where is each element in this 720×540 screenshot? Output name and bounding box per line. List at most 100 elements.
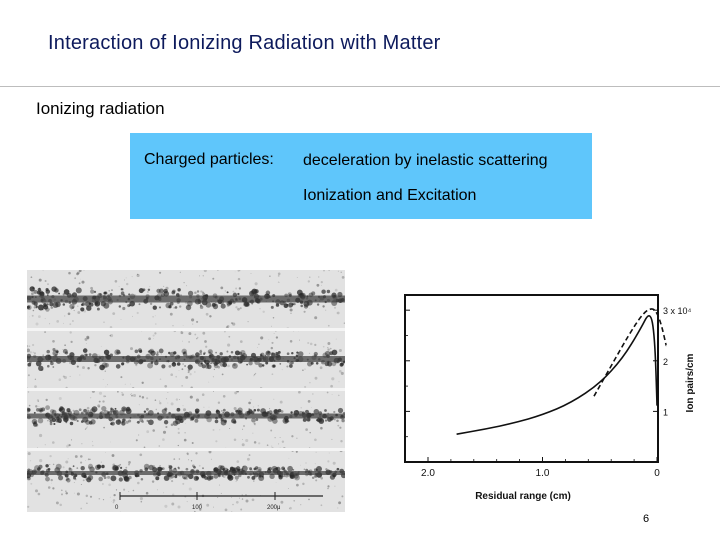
track-grain (255, 466, 259, 470)
speckle-dot (246, 457, 250, 461)
speckle-dot (178, 458, 181, 460)
track-grain (31, 292, 34, 296)
track-grain (176, 407, 181, 412)
track-grain (249, 467, 253, 471)
speckle-dot (232, 503, 234, 506)
speckle-dot (49, 323, 51, 325)
track-grain (112, 418, 115, 421)
track-grain (249, 290, 255, 297)
track-grain (307, 418, 311, 422)
track-grain (118, 477, 123, 482)
track-grain (49, 302, 54, 307)
track-grain (254, 289, 259, 294)
speckle-dot (109, 334, 111, 337)
track-grain (96, 464, 101, 469)
speckle-dot (258, 442, 261, 445)
speckle-dot (268, 339, 270, 341)
track-grain (288, 362, 292, 365)
speckle-dot (188, 459, 190, 461)
track-grain (82, 348, 88, 353)
track-grain (174, 467, 177, 470)
track-grain (146, 419, 149, 423)
speckle-dot (58, 396, 62, 401)
track-grain (315, 468, 318, 471)
track-grain (206, 364, 212, 370)
speckle-dot (232, 322, 236, 326)
track-grain (261, 475, 264, 478)
track-grain (331, 349, 338, 356)
speckle-dot (220, 286, 224, 290)
speckle-dot (74, 455, 78, 458)
track-grain (202, 467, 204, 470)
speckle-dot (309, 276, 311, 278)
speckle-dot (67, 312, 71, 316)
speckle-dot (293, 499, 296, 502)
speckle-dot (239, 307, 242, 310)
speckle-dot (204, 340, 207, 343)
speckle-dot (250, 273, 252, 274)
speckle-dot (78, 270, 82, 273)
speckle-dot (83, 309, 87, 313)
track-grain (89, 466, 95, 473)
track-grain (49, 422, 53, 426)
track-grain (165, 302, 171, 309)
speckle-dot (159, 402, 162, 405)
speckle-dot (277, 281, 280, 283)
track-grain (226, 350, 229, 353)
track-grain (215, 351, 217, 354)
track-grain (43, 304, 49, 310)
track-grain (99, 364, 105, 371)
speckle-dot (289, 308, 293, 312)
track-grain (313, 408, 320, 415)
speckle-dot (34, 385, 37, 388)
speckle-dot (322, 345, 325, 348)
track-grain (199, 352, 203, 356)
speckle-dot (163, 285, 165, 287)
speckle-dot (229, 427, 231, 430)
speckle-dot (68, 444, 71, 447)
track-grain (241, 465, 248, 472)
speckle-dot (248, 467, 250, 469)
track-grain (27, 348, 30, 353)
speckle-dot (131, 276, 133, 278)
speckle-dot (277, 274, 280, 277)
speckle-dot (233, 438, 237, 442)
speckle-dot (289, 506, 292, 510)
speckle-dot (186, 501, 188, 503)
speckle-dot (221, 410, 223, 412)
speckle-dot (173, 306, 176, 309)
track-grain (234, 475, 239, 480)
track-grain (214, 419, 219, 424)
track-grain (27, 408, 31, 412)
speckle-dot (236, 460, 240, 463)
speckle-dot (206, 503, 210, 507)
speckle-dot (132, 489, 135, 492)
speckle-dot (333, 418, 336, 421)
track-grain (62, 293, 65, 296)
track-grain (86, 477, 92, 483)
speckle-dot (217, 401, 221, 404)
track-grain (182, 352, 188, 357)
track-grain (311, 476, 315, 479)
speckle-dot (74, 277, 77, 280)
speckle-dot (69, 375, 71, 377)
track-grain (235, 409, 238, 413)
speckle-dot (52, 487, 55, 490)
track-grain (34, 465, 40, 472)
track-grain (155, 476, 160, 481)
track-grain (55, 418, 60, 423)
speckle-dot (327, 485, 330, 488)
speckle-dot (190, 460, 193, 462)
track-grain (109, 292, 113, 296)
speckle-dot (338, 381, 340, 383)
speckle-dot (30, 276, 33, 279)
speckle-dot (38, 278, 42, 282)
strip-divider (27, 448, 345, 451)
speckle-dot (135, 364, 138, 367)
track-grain (185, 467, 189, 471)
speckle-dot (311, 393, 314, 395)
speckle-dot (343, 322, 345, 325)
speckle-dot (128, 461, 131, 464)
speckle-dot (189, 395, 193, 399)
speckle-dot (205, 312, 209, 316)
